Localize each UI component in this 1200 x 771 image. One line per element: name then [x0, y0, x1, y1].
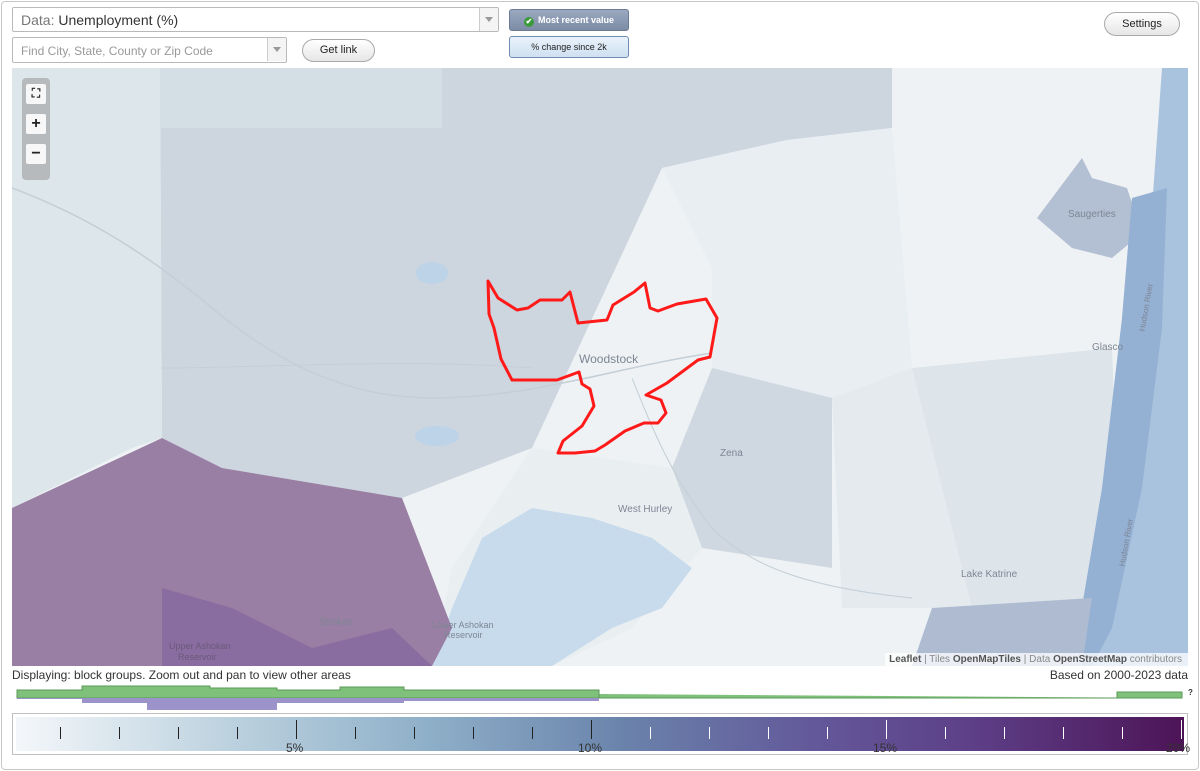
map-label-lower-ashokan: Lower Ashokan: [432, 620, 494, 630]
map-label-glasco: Glasco: [1092, 342, 1124, 353]
legend-gradient: 5% 10% 15% 20%: [16, 717, 1190, 755]
tiles-link[interactable]: OpenMapTiles: [952, 654, 1021, 665]
data-select-value: Unemployment (%): [58, 12, 179, 28]
legend-label-5: 5%: [286, 741, 304, 755]
checkmark-icon: ✔: [523, 17, 534, 27]
most-recent-label: Most recent value: [537, 15, 615, 25]
zoom-out-button[interactable]: −: [26, 144, 46, 164]
zoom-control: ⛶ + −: [22, 78, 50, 180]
histogram-chart: [16, 685, 1183, 710]
map-tiles: [12, 68, 1188, 666]
unknown-marker: ?: [1188, 688, 1193, 697]
location-search[interactable]: [12, 37, 287, 63]
map-label-lake-katrine: Lake Katrine: [961, 569, 1018, 580]
get-link-button[interactable]: Get link: [302, 39, 375, 62]
legend-label-15: 15%: [873, 741, 898, 755]
legend-label-20: 20%: [1166, 741, 1191, 755]
leaflet-link[interactable]: Leaflet: [889, 654, 922, 665]
pct-change-toggle[interactable]: % change since 2k: [509, 36, 629, 58]
legend-label-10: 10%: [578, 741, 603, 755]
chevron-down-icon[interactable]: [267, 38, 286, 61]
map-label-saugerties: Saugerties: [1068, 209, 1116, 220]
distribution-histogram: ?: [12, 684, 1193, 712]
data-select-prefix: Data:: [21, 12, 55, 28]
map-label-upper-ashokan: Upper Ashokan: [169, 641, 231, 651]
map-view[interactable]: ⛶ + − Woodstock Saugerties Glasco Zena W…: [12, 68, 1188, 666]
fullscreen-icon[interactable]: ⛶: [26, 84, 46, 104]
most-recent-value-toggle[interactable]: ✔ Most recent value: [509, 9, 629, 31]
display-status: Displaying: block groups. Zoom out and p…: [12, 668, 351, 682]
data-range-note: Based on 2000-2023 data: [1049, 668, 1188, 682]
settings-button[interactable]: Settings: [1104, 12, 1180, 36]
selected-area-outline: [486, 279, 719, 455]
search-input[interactable]: [19, 41, 263, 61]
map-label-woodstock: Woodstock: [579, 352, 639, 366]
zoom-in-button[interactable]: +: [26, 114, 46, 134]
data-variable-select[interactable]: Data: Unemployment (%): [12, 7, 499, 32]
map-label-lower-ashokan-2: Reservoir: [444, 630, 483, 640]
color-legend: 5% 10% 15% 20%: [12, 713, 1190, 755]
map-label-zena: Zena: [720, 448, 743, 459]
map-label-shokan: Shokan: [319, 617, 353, 628]
map-label-upper-ashokan-2: Reservoir: [178, 652, 217, 662]
osm-link[interactable]: OpenStreetMap: [1053, 654, 1127, 665]
map-attribution: Leaflet | Tiles OpenMapTiles | Data Open…: [885, 653, 1188, 666]
map-label-west-hurley: West Hurley: [618, 504, 673, 515]
chevron-down-icon[interactable]: [479, 8, 498, 31]
